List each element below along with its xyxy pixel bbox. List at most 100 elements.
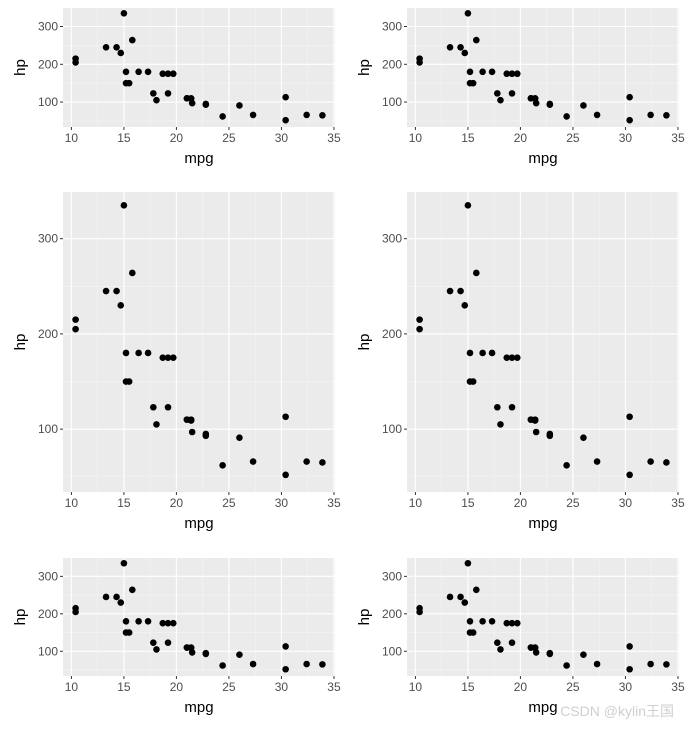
data-point (169, 619, 177, 627)
data-point (117, 599, 125, 606)
data-point (117, 49, 125, 57)
x-tick-label: 20 (170, 131, 184, 145)
data-point (122, 68, 130, 76)
panel-background (63, 8, 335, 127)
x-tick-label: 20 (170, 496, 184, 510)
data-point (494, 90, 501, 97)
data-point (117, 302, 125, 309)
data-point (466, 79, 474, 87)
data-point (113, 287, 120, 295)
data-point (647, 660, 654, 668)
data-point (508, 70, 516, 78)
data-point (72, 316, 79, 323)
data-point (546, 430, 554, 438)
x-tick-label: 20 (514, 496, 528, 510)
data-point (219, 462, 226, 469)
panel-middle-right: 10 15 20 25 30 35 100 200 300 mpg hp (356, 192, 685, 532)
data-point (303, 111, 310, 119)
data-point (159, 70, 167, 78)
data-point (531, 95, 539, 102)
data-point (113, 593, 120, 601)
data-point (144, 618, 152, 625)
data-point (120, 559, 128, 567)
data-point (488, 349, 496, 357)
data-point (580, 434, 587, 442)
data-point (508, 90, 516, 97)
data-point (319, 661, 326, 668)
x-tick-label: 25 (566, 131, 580, 145)
data-point (466, 378, 474, 385)
y-tick-label: 300 (382, 569, 402, 583)
x-tick-label: 30 (619, 680, 633, 694)
data-point (479, 618, 486, 625)
data-point (303, 458, 310, 465)
y-tick-label: 100 (382, 95, 402, 109)
data-point (457, 43, 464, 51)
data-point (236, 102, 243, 109)
data-point (282, 93, 289, 101)
data-point (497, 421, 504, 428)
data-point (129, 269, 136, 277)
data-point (531, 417, 539, 424)
data-point (164, 70, 172, 78)
panel-background (63, 558, 335, 676)
data-point (508, 403, 516, 411)
data-point (102, 593, 110, 601)
data-point (122, 79, 130, 87)
data-point (202, 100, 210, 108)
data-point (446, 287, 454, 295)
data-point (464, 559, 472, 567)
x-tick-label: 35 (671, 131, 685, 145)
data-point (72, 325, 79, 333)
x-tick-label: 35 (327, 496, 341, 510)
data-point (473, 269, 480, 277)
data-point (626, 643, 633, 650)
x-tick-label: 35 (671, 680, 685, 694)
data-point (663, 661, 670, 668)
y-tick-label: 200 (38, 57, 58, 71)
x-tick-label: 15 (117, 131, 131, 145)
y-tick-label: 100 (38, 422, 58, 436)
data-point (153, 96, 160, 104)
data-point (546, 100, 554, 108)
x-tick-label: 25 (222, 680, 236, 694)
data-point (135, 618, 142, 625)
data-point (479, 68, 486, 76)
data-point (503, 619, 511, 627)
data-point (461, 302, 469, 309)
data-point (219, 662, 226, 669)
data-point (663, 111, 670, 119)
data-point (593, 458, 601, 465)
data-point (169, 70, 177, 78)
x-tick-label: 20 (170, 680, 184, 694)
data-point (319, 111, 326, 119)
x-axis-title: mpg (528, 515, 557, 532)
data-point (647, 111, 654, 119)
data-point (494, 639, 501, 646)
data-point (488, 68, 496, 76)
y-tick-label: 300 (382, 20, 402, 34)
data-point (546, 649, 554, 657)
y-axis-title: hp (356, 59, 373, 76)
data-point (446, 593, 454, 601)
x-tick-label: 35 (327, 131, 341, 145)
x-tick-label: 10 (409, 496, 423, 510)
y-axis-title: hp (356, 609, 373, 626)
data-point (187, 417, 195, 424)
x-tick-label: 25 (566, 496, 580, 510)
data-point (593, 660, 601, 668)
data-point (626, 93, 633, 101)
x-axis-title: mpg (184, 699, 213, 716)
data-point (473, 36, 480, 44)
data-point (202, 649, 210, 657)
data-point (282, 471, 289, 479)
data-point (102, 287, 110, 295)
x-tick-label: 30 (619, 496, 633, 510)
data-point (416, 55, 423, 62)
panel-background (407, 558, 679, 676)
data-point (647, 458, 654, 465)
x-tick-label: 30 (619, 131, 633, 145)
data-point (113, 43, 120, 51)
y-tick-label: 300 (38, 232, 58, 246)
